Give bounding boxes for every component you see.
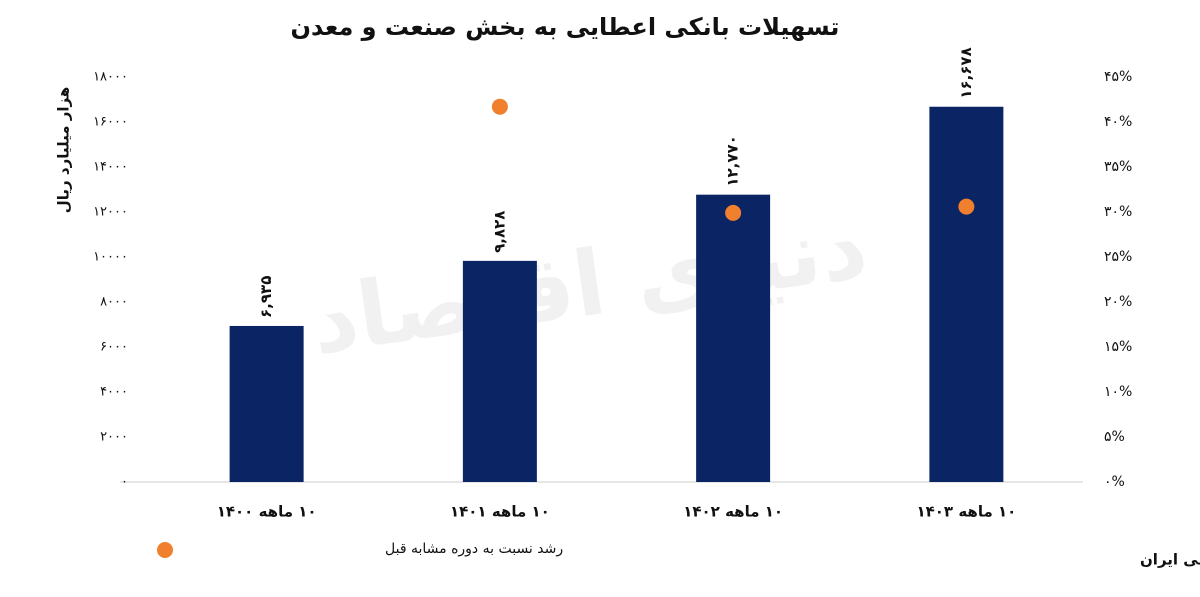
y-axis-label: هزار میلیارد ریال [55,87,73,214]
y-tick-label: ۴۰۰۰ [100,385,128,400]
y-tick-label: ۱۸۰۰۰ [93,70,128,85]
y-tick-label: ۱۰۰۰۰ [93,250,128,265]
x-tick-label: ۱۰ ماهه ۱۴۰۰ [217,503,317,521]
bar [929,106,1004,483]
growth-dot [958,198,975,215]
legend-label: رشد نسبت به دوره مشابه قبل [385,541,563,557]
x-tick-label: ۱۰ ماهه ۱۴۰۲ [683,503,783,521]
bar [696,194,771,483]
source-note: منبع: بانک مرکزی جمهوری اسلامی ایران [1140,551,1200,569]
bar [229,325,304,482]
growth-dot [725,204,742,221]
y-tick-label: ۶۰۰۰ [100,340,128,355]
y-tick-label: ۱۲۰۰۰ [93,205,128,220]
y2-tick-label: ۰% [1104,474,1125,490]
growth-dot [491,98,508,115]
legend-marker [157,542,173,558]
chart-title: تسهیلات بانکی اعطایی به بخش صنعت و معدن [291,13,840,41]
y-tick-label: ۲۰۰۰ [100,430,128,445]
y-tick-label: ۸۰۰۰ [100,295,128,310]
x-tick-label: ۱۰ ماهه ۱۴۰۳ [916,503,1016,521]
x-tick-label: ۱۰ ماهه ۱۴۰۱ [450,503,550,521]
y-tick-label: ۱۴۰۰۰ [93,160,128,175]
y2-tick-label: ۱۰% [1104,384,1132,400]
y2-tick-label: ۳۰% [1104,204,1132,220]
bar [462,260,537,482]
y2-tick-label: ۳۵% [1104,159,1132,175]
y-tick-label: ۰ [121,475,128,490]
value-label: ۶,۹۳۵ [257,276,275,318]
value-label: ۱۶,۶۷۸ [957,47,975,98]
y2-tick-label: ۴۰% [1104,114,1132,130]
y-tick-label: ۱۶۰۰۰ [93,115,128,130]
y2-tick-label: ۲۵% [1104,249,1132,265]
value-label: ۱۲,۷۷۰ [724,135,742,186]
y2-tick-label: ۲۰% [1104,294,1132,310]
y2-tick-label: ۱۵% [1104,339,1132,355]
value-label: ۹,۸۲۸ [490,211,508,253]
y2-tick-label: ۴۵% [1104,69,1132,85]
watermark: دنیای اقتصاد [305,194,874,376]
y2-tick-label: ۵% [1104,429,1125,445]
